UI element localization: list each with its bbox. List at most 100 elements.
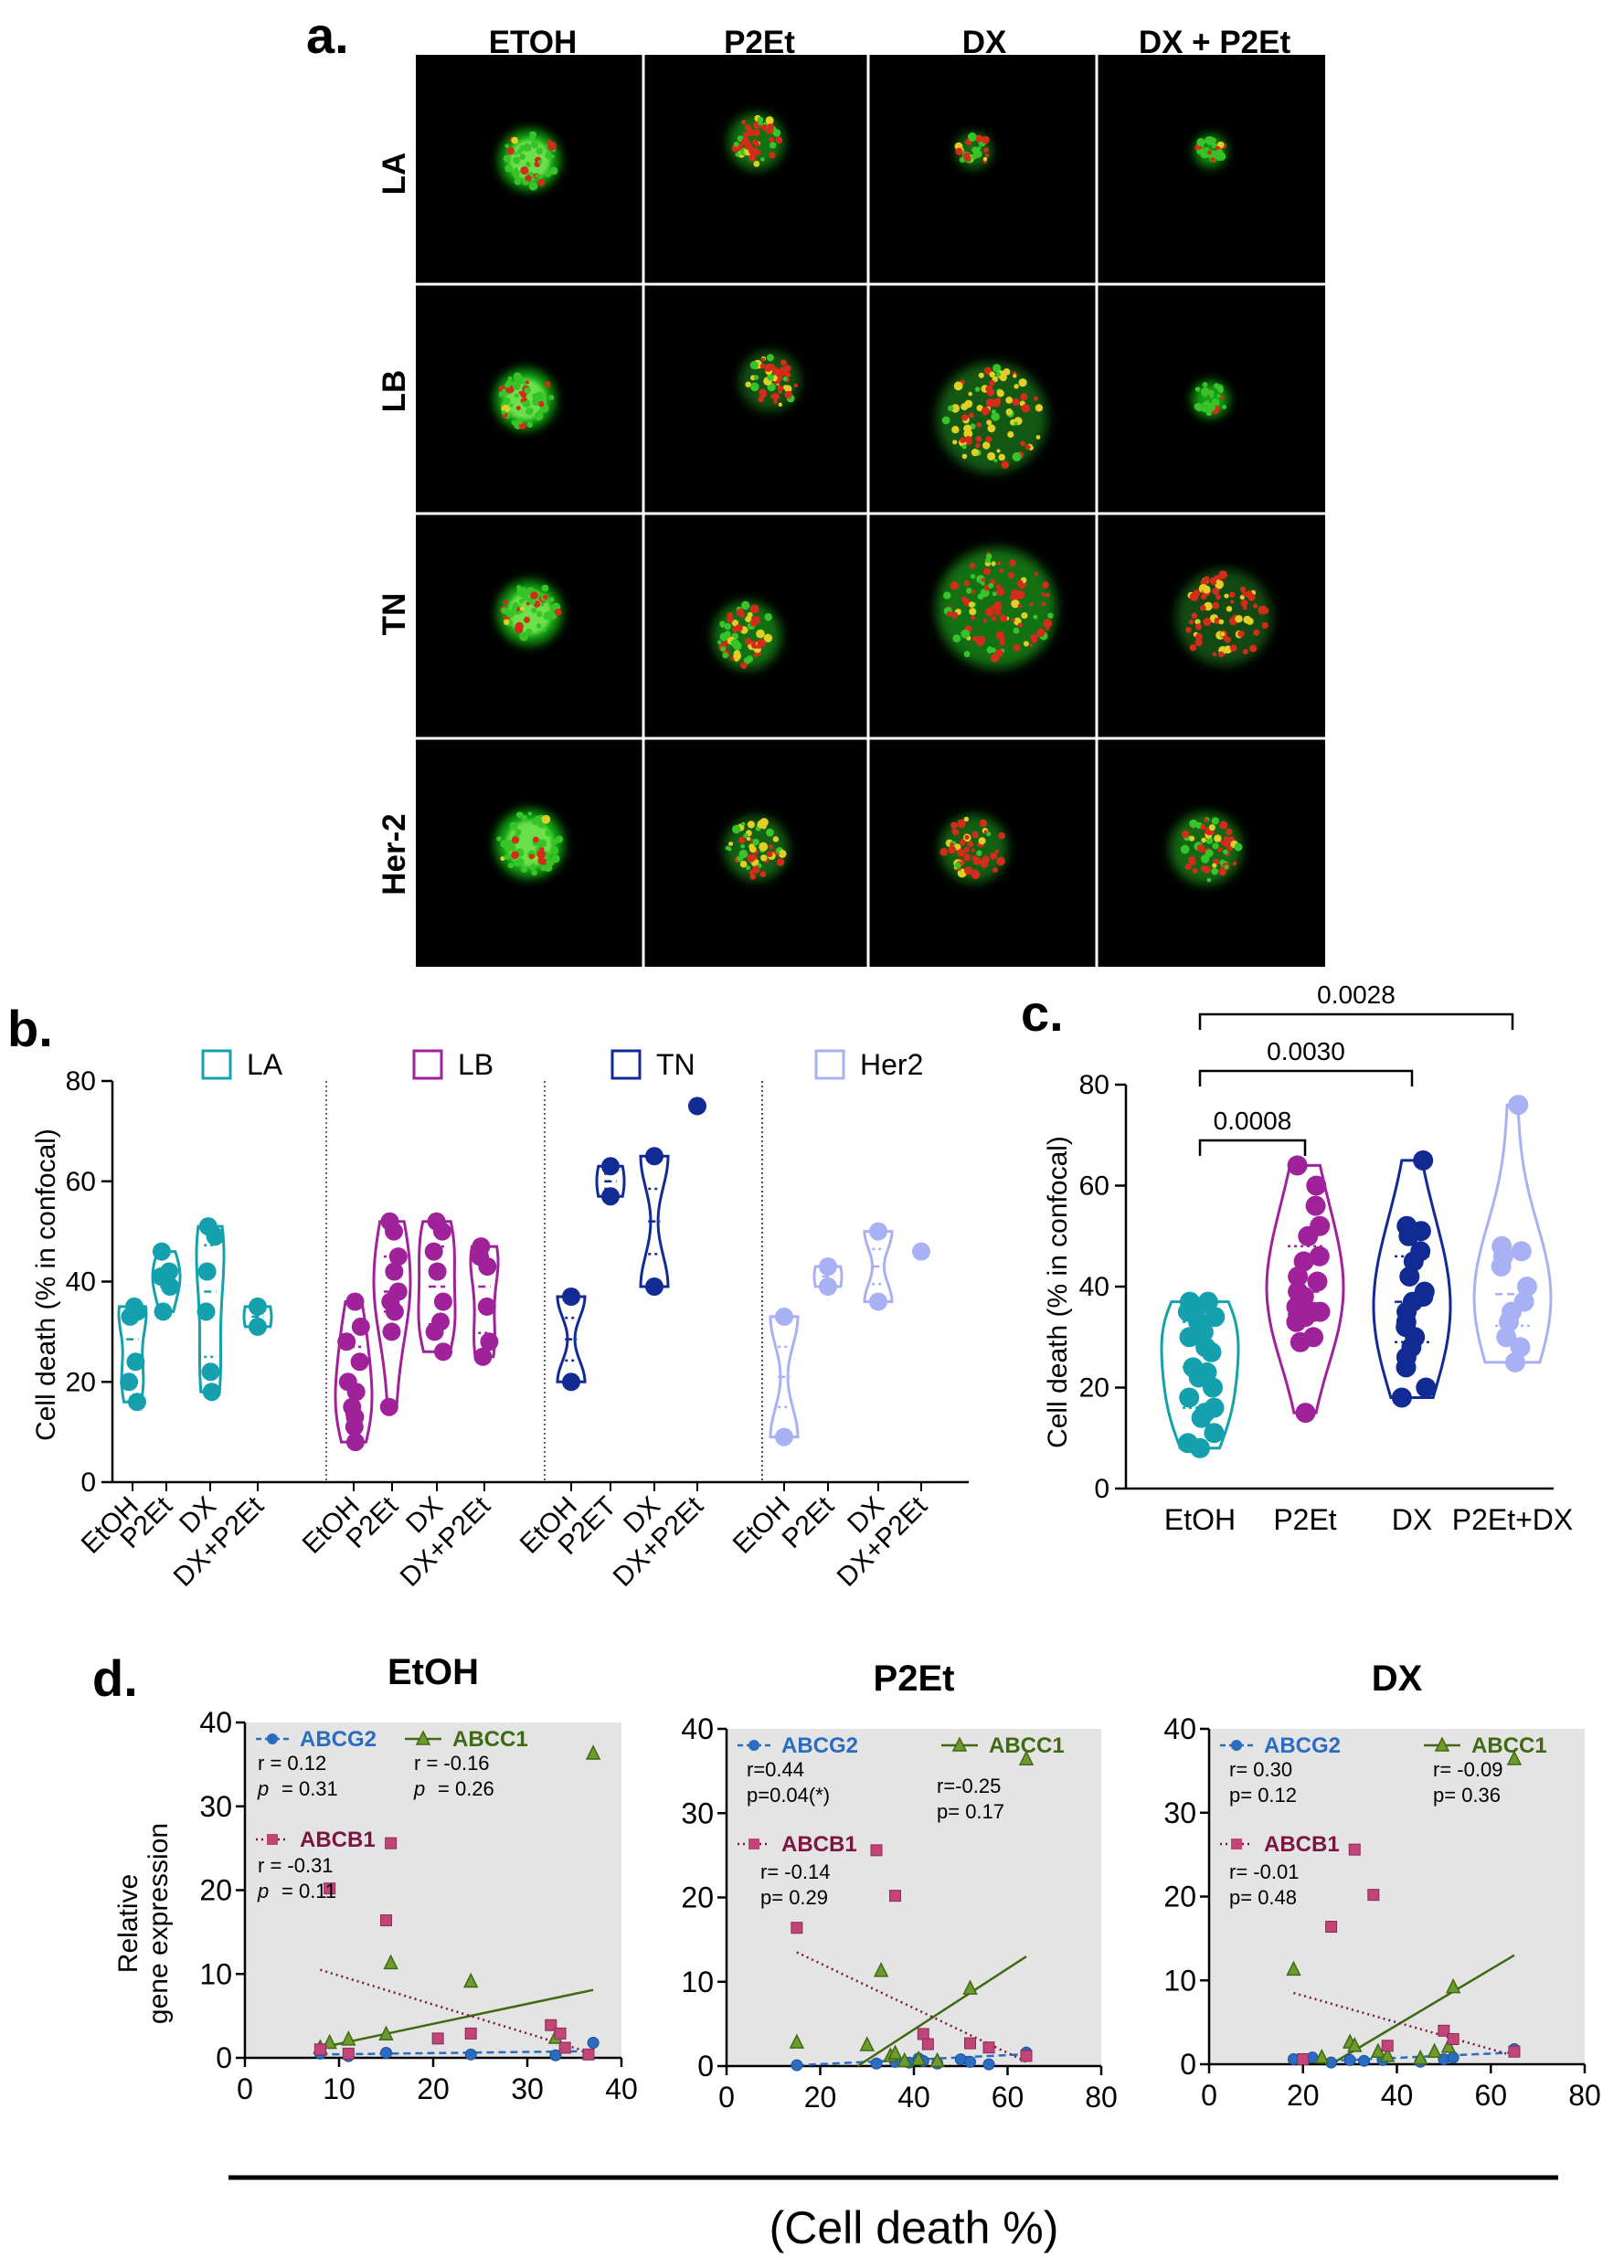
fluorescent-spot <box>1013 643 1021 652</box>
fluorescent-spot <box>1203 865 1211 874</box>
fluorescent-spot <box>994 849 999 854</box>
violin-data-point <box>351 1317 370 1336</box>
violin-data-point <box>1293 1251 1314 1272</box>
fluorescent-spot <box>777 376 783 382</box>
panel-d-xtick-label: 0 <box>237 2072 253 2105</box>
panel-d-point-ABCC1 <box>910 2050 927 2066</box>
panel-d-legend-marker-ABCC1 <box>1434 1736 1450 1752</box>
fluorescent-spot <box>1194 387 1201 392</box>
fluorescent-spot <box>538 400 545 408</box>
fluorescent-spot <box>961 453 968 460</box>
panel-c-violin-P2Et+DX <box>1472 1095 1553 1372</box>
panel-d-stat-ABCB1-p: p= 0.29 <box>760 1886 828 1909</box>
panel-d-point-ABCC1 <box>383 1954 398 1970</box>
fluorescent-spot <box>971 153 978 160</box>
fluorescent-spot <box>730 656 735 661</box>
fluorescent-spot <box>719 620 726 628</box>
panel-b-violin-LB-DX <box>417 1212 457 1362</box>
fluorescent-spot <box>512 836 519 844</box>
panel-a-row-headers: LA LB TN Her-2 <box>377 153 412 896</box>
fluorescent-spot <box>516 149 523 154</box>
fluorescent-spot <box>1196 138 1205 147</box>
fluorescent-spot <box>971 589 976 594</box>
panel-d-point-ABCB1 <box>431 2032 444 2045</box>
fluorescent-spot <box>1226 828 1233 836</box>
panel-d-stat-ABCG2-p: = 0.31 <box>281 1777 338 1800</box>
fluorescent-spot <box>728 842 734 846</box>
panel-d-legend-marker-ABCG2 <box>267 1733 278 1744</box>
fluorescent-spot <box>1043 619 1053 628</box>
panel-d-xtick-label: 10 <box>323 2072 356 2105</box>
fluorescent-spot <box>524 387 531 394</box>
fluorescent-spot <box>1194 633 1203 641</box>
fluorescent-spot <box>939 847 949 856</box>
violin-data-point <box>1306 1175 1327 1196</box>
panel-d-xtick-label: 60 <box>992 2081 1024 2114</box>
fluorescent-spot <box>511 605 517 611</box>
fluorescent-spot <box>753 160 760 167</box>
fluorescent-spot <box>1013 627 1020 634</box>
fluorescent-spot <box>1196 844 1205 853</box>
fluorescent-spot <box>964 867 971 874</box>
fluorescent-spot <box>1242 649 1248 655</box>
violin-data-point <box>424 1242 443 1261</box>
fluorescent-spot <box>964 834 970 840</box>
panel-d-legend-label-ABCB1: ABCB1 <box>1264 1832 1340 1857</box>
panel-d-point-ABCC1 <box>1380 2047 1396 2062</box>
violin-data-point <box>1496 1327 1517 1348</box>
panel-b: b. LA LB TN Her2 Cell death (% in confocal)… <box>7 1000 969 1593</box>
fluorescent-spot <box>766 851 773 858</box>
fluorescent-spot <box>1021 612 1028 620</box>
panel-d-ytick-label: 10 <box>199 1957 232 1990</box>
panel-d-xtick-label: 20 <box>417 2072 450 2105</box>
violin-data-point <box>337 1332 356 1351</box>
panel-c-xtick-label: P2Et+DX <box>1452 1503 1574 1536</box>
fluorescent-spot <box>1237 631 1245 638</box>
panel-d-stat-ABCG2-p: p=0.04(*) <box>747 1784 830 1807</box>
panel-b-ylabel: Cell death (% in confocal) <box>31 1129 61 1441</box>
fluorescent-spot <box>759 363 766 369</box>
panel-d-trendline-ABCC1 <box>856 1955 1027 2068</box>
panel-d-xtick-label: 0 <box>718 2081 735 2114</box>
panel-d-ytick-label: 20 <box>199 1874 232 1907</box>
panel-d-point-ABCC1 <box>462 1972 479 1988</box>
panel-b-violin-LB-P2Et <box>372 1212 412 1416</box>
fluorescent-spot <box>742 132 748 138</box>
panel-d-trendline-ABCB1 <box>796 1951 1027 2063</box>
fluorescent-spot <box>963 846 970 853</box>
fluorescent-spot <box>964 436 972 444</box>
fluorescent-spot <box>1218 619 1225 625</box>
fluorescent-spot <box>1212 652 1217 657</box>
fluorescent-spot <box>513 175 518 179</box>
fluorescent-spot <box>1188 619 1194 625</box>
violin-outline <box>1265 1163 1345 1415</box>
panel-d-xtick-label: 40 <box>605 2072 638 2105</box>
fluorescent-spot <box>991 412 1000 421</box>
fluorescent-spot <box>1217 387 1224 394</box>
fluorescent-spot <box>986 419 992 426</box>
fluorescent-spot <box>981 135 990 144</box>
fluorescent-spot <box>525 175 532 182</box>
fluorescent-spot <box>768 843 774 850</box>
fluorescent-spot <box>521 866 527 873</box>
fluorescent-spot <box>1212 397 1218 404</box>
fluorescent-spot <box>752 865 760 874</box>
fluorescent-spot <box>730 639 740 648</box>
fluorescent-spot <box>999 374 1007 382</box>
fluorescent-spot <box>746 865 751 871</box>
fluorescent-spot <box>971 848 975 853</box>
fluorescent-spot <box>998 832 1005 840</box>
panel-d-point-ABCB1 <box>982 2041 995 2054</box>
col-header-dx-p2et: DX + P2Et <box>1139 25 1291 60</box>
violin-data-point <box>688 1097 706 1116</box>
fluorescent-spot <box>1200 605 1206 611</box>
violin-data-point <box>480 1332 499 1351</box>
fluorescent-spot <box>743 832 748 839</box>
panel-b-violin-LA-DX+P2Et <box>242 1297 273 1336</box>
fluorescent-spot <box>971 146 979 154</box>
panel-d-stat-ABCC1-r: r=-0.25 <box>937 1775 1001 1797</box>
micrograph-cell-r3-c1 <box>724 816 789 881</box>
fluorescent-spot <box>1247 593 1256 601</box>
fluorescent-spot <box>1209 394 1214 398</box>
